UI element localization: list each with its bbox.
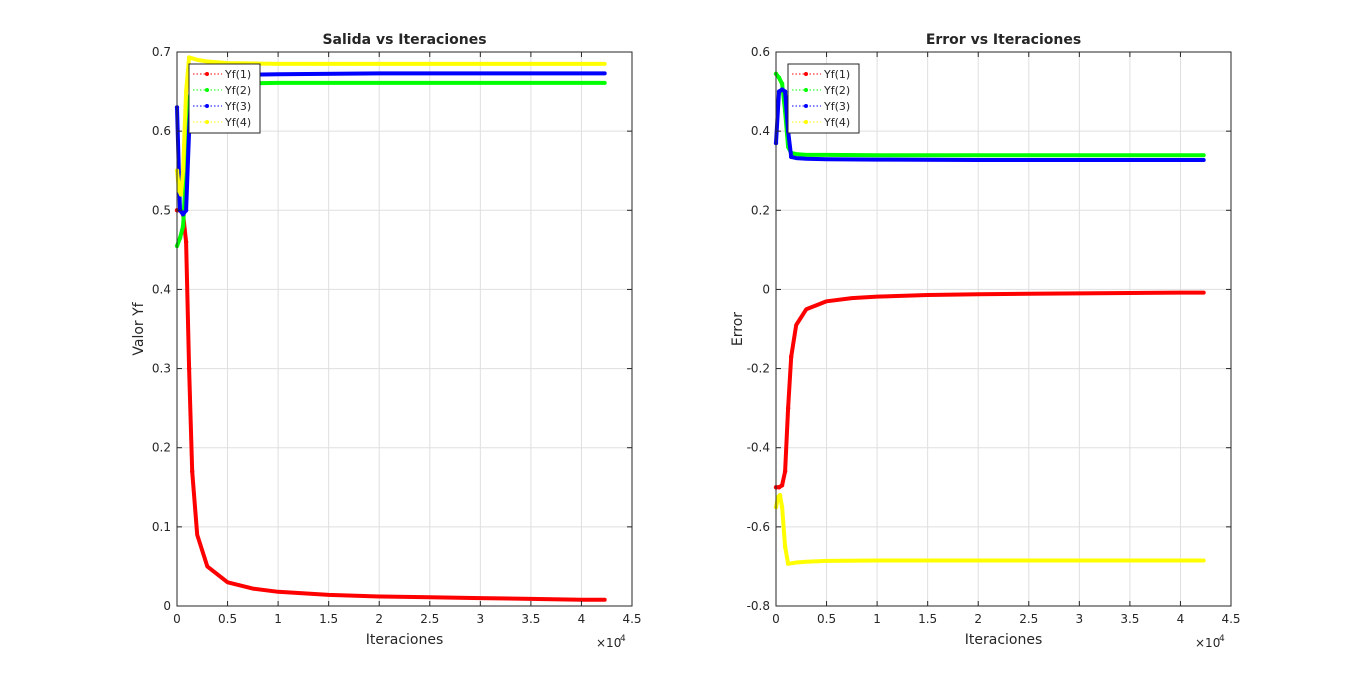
y-tick-label: 0.2 (751, 203, 770, 217)
legend-swatch-marker (205, 120, 209, 124)
x-tick-label: 4.5 (622, 612, 641, 626)
y-tick-label: 0.6 (751, 45, 770, 59)
x-axis-label: Iteraciones (366, 632, 444, 648)
plot-area (177, 52, 632, 606)
x-scale-multiplier: ×10 (596, 636, 621, 650)
series-point (782, 469, 788, 474)
y-axis-label: Valor Yf (131, 301, 147, 355)
x-tick-label: 1 (873, 612, 881, 626)
series-point (776, 75, 782, 80)
x-tick-label: 2.5 (1019, 612, 1038, 626)
series-point (782, 89, 788, 94)
y-axis-label: Error (730, 312, 746, 346)
chart-2: 0 0.5 1 1.5 2 2.5 3 3.5 4 4.5 -0.8 -0.6 -0.4 -0.2 0 0.2… (730, 32, 1241, 650)
chart-1: 0 0.5 1 1.5 2 2.5 3 3.5 4 4.5 0 0.1 0.2 0.3 0.4 0.5 0.6 0… (131, 32, 642, 650)
series-point (189, 469, 195, 474)
x-tick-label: 3.5 (1120, 612, 1139, 626)
series-point (178, 192, 184, 197)
legend: Yf(1) Yf(2) Yf(3) Yf(4) (787, 63, 860, 134)
series-point (785, 561, 791, 566)
series-point (183, 89, 189, 94)
x-tick-label: 0.5 (817, 612, 836, 626)
series-point (788, 154, 794, 160)
axes-box (775, 51, 1232, 607)
series-point (777, 493, 783, 498)
y-tick-label: 0 (762, 282, 770, 296)
series-point (180, 212, 186, 217)
series-point (782, 544, 788, 549)
x-tick-label: 0 (772, 612, 780, 626)
x-tick-label: 2.5 (420, 612, 439, 626)
chart-title: Salida vs Iteraciones (322, 32, 486, 48)
y-tick-label: 0.7 (152, 45, 171, 59)
legend-swatch-marker (804, 120, 808, 124)
series-point (186, 55, 192, 60)
x-scale-multiplier: ×10 (1195, 636, 1220, 650)
series-point (177, 235, 183, 241)
series-point (183, 239, 189, 245)
x-tick-label: 3 (1076, 612, 1084, 626)
axes-box (176, 51, 633, 607)
series-point (180, 223, 186, 229)
y-tick-label: 0.3 (152, 362, 171, 376)
series-line-1 (175, 208, 607, 602)
legend-label: Yf(4) (823, 116, 850, 129)
x-tick-label: 0.5 (218, 612, 237, 626)
legend-swatch-marker (205, 88, 209, 92)
series-point (788, 354, 794, 359)
legend-label: Yf(2) (823, 84, 850, 97)
legend-swatch-marker (804, 88, 808, 92)
series-line-1 (774, 290, 1206, 490)
y-tick-label: 0.4 (152, 282, 171, 296)
legend-label: Yf(2) (224, 84, 251, 97)
x-tick-label: 3.5 (521, 612, 540, 626)
series-point (186, 366, 192, 371)
series-line-4 (175, 55, 607, 197)
plot-area (776, 52, 1231, 606)
legend-swatch-marker (205, 104, 209, 108)
series-point (183, 208, 189, 213)
x-scale-exponent: 4 (620, 634, 626, 644)
y-tick-label: 0.5 (152, 203, 171, 217)
x-tick-label: 1 (274, 612, 282, 626)
x-tick-label: 4 (1177, 612, 1185, 626)
legend-swatch-marker (804, 72, 808, 76)
legend-label: Yf(3) (224, 100, 251, 113)
x-axis-label: Iteraciones (965, 632, 1043, 648)
y-tick-label: 0 (163, 599, 171, 613)
x-tick-label: 1.5 (319, 612, 338, 626)
y-tick-label: 0.1 (152, 520, 171, 534)
series-point (779, 483, 785, 488)
legend: Yf(1) Yf(2) Yf(3) Yf(4) (188, 63, 261, 134)
y-tick-label: -0.2 (747, 362, 770, 376)
legend-label: Yf(1) (823, 68, 850, 81)
series-point (785, 405, 791, 411)
y-tick-label: -0.6 (747, 520, 770, 534)
legend-label: Yf(1) (224, 68, 251, 81)
series-point (180, 168, 186, 173)
x-tick-label: 0 (173, 612, 181, 626)
x-tick-label: 4.5 (1221, 612, 1240, 626)
legend-label: Yf(4) (224, 116, 251, 129)
y-tick-label: 0.2 (152, 441, 171, 455)
y-tick-label: 0.6 (152, 124, 171, 138)
series-point (779, 81, 785, 86)
legend-swatch-marker (804, 104, 808, 108)
x-tick-label: 3 (477, 612, 485, 626)
legend-label: Yf(3) (823, 100, 850, 113)
legend-swatch-marker (205, 72, 209, 76)
y-tick-label: 0.4 (751, 124, 770, 138)
x-tick-label: 2 (375, 612, 383, 626)
x-scale-exponent: 4 (1219, 634, 1225, 644)
series-point (176, 188, 182, 193)
series-point (779, 504, 785, 510)
y-tick-label: -0.8 (747, 599, 770, 613)
x-tick-label: 2 (974, 612, 982, 626)
chart-title: Error vs Iteraciones (926, 32, 1081, 48)
y-tick-label: -0.4 (747, 441, 770, 455)
x-tick-label: 4 (578, 612, 586, 626)
x-tick-label: 1.5 (918, 612, 937, 626)
